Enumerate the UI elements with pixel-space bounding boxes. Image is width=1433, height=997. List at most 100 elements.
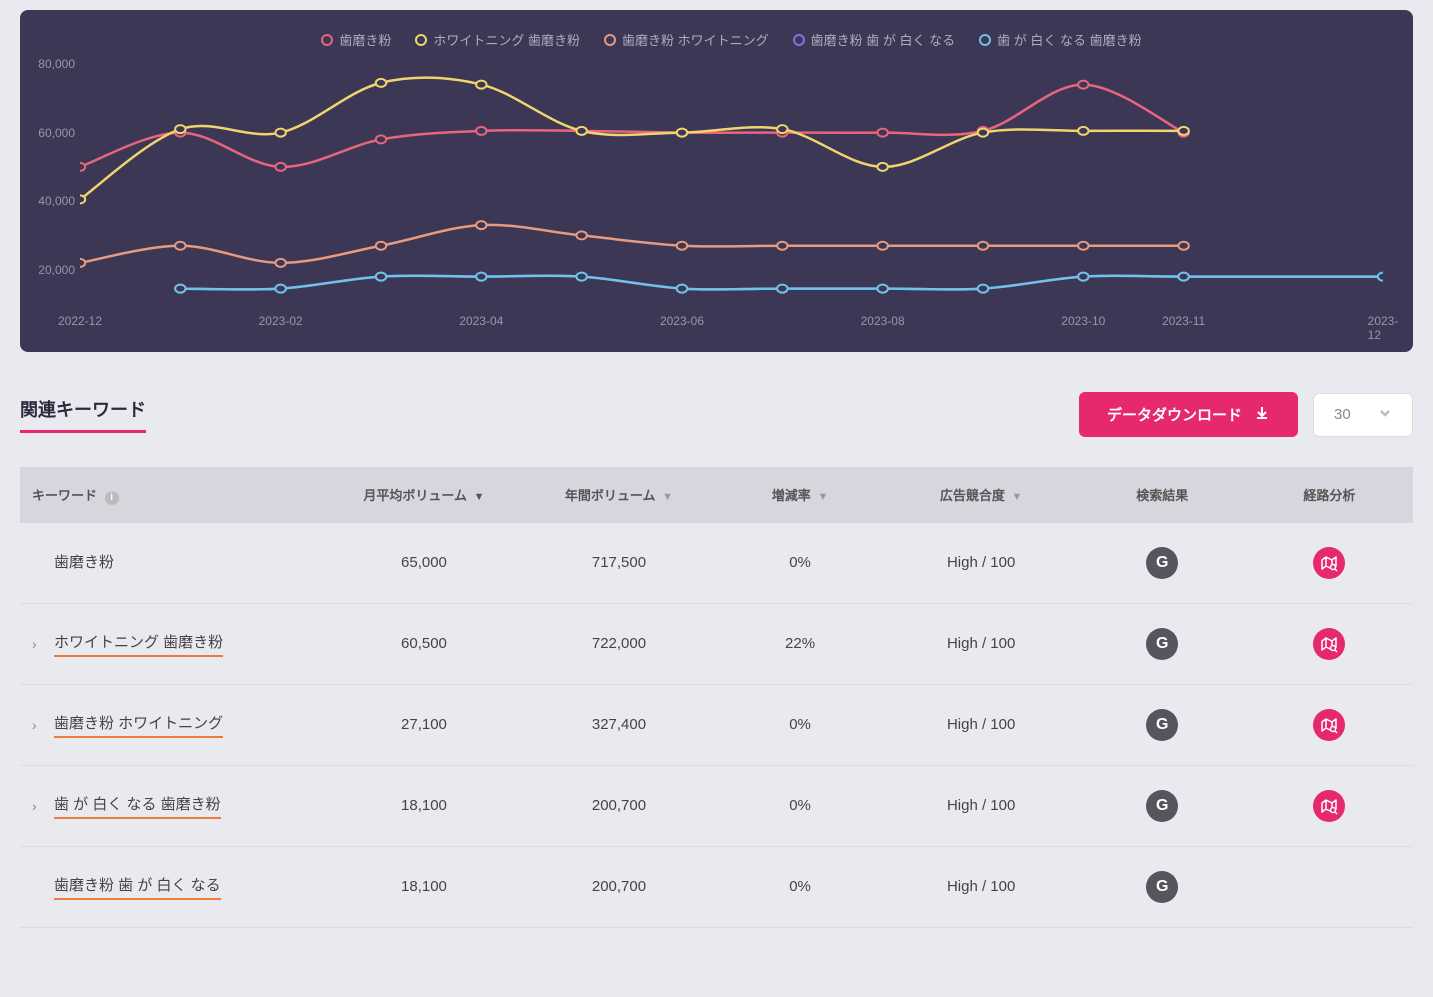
keyword-cell: › 歯 が 白く なる 歯磨き粉 bbox=[32, 793, 314, 819]
table-row: ›歯 が 白く なる 歯磨き粉18,100200,7000%High / 100… bbox=[20, 765, 1413, 846]
chart-line bbox=[80, 78, 1184, 200]
cell-competition: High / 100 bbox=[884, 523, 1079, 604]
chart-marker bbox=[978, 129, 988, 137]
table-wrapper: キーワード i 月平均ボリューム ▼ 年間ボリューム ▼ 増減率 ▼ 広告競合度 bbox=[0, 467, 1433, 928]
cell-competition: High / 100 bbox=[884, 765, 1079, 846]
x-axis-tick: 2023-10 bbox=[1061, 314, 1105, 328]
chart-marker bbox=[1078, 242, 1088, 250]
cell-competition: High / 100 bbox=[884, 684, 1079, 765]
chart-marker bbox=[677, 129, 687, 137]
chart-marker bbox=[80, 163, 85, 171]
cell-annual-volume: 717,500 bbox=[521, 523, 716, 604]
col-keyword[interactable]: キーワード i bbox=[20, 467, 326, 523]
y-axis-tick: 40,000 bbox=[38, 194, 75, 208]
legend-marker bbox=[793, 34, 805, 46]
sort-desc-icon: ▼ bbox=[474, 491, 485, 503]
expand-icon[interactable]: › bbox=[32, 636, 46, 652]
chart-marker bbox=[1178, 273, 1188, 281]
legend-item[interactable]: ホワイトニング 歯磨き粉 bbox=[415, 30, 580, 49]
col-route-analysis: 経路分析 bbox=[1246, 467, 1413, 523]
keyword-cell: 歯磨き粉 歯 が 白く なる bbox=[32, 874, 314, 900]
chart-marker bbox=[576, 231, 586, 239]
google-search-icon[interactable]: G bbox=[1146, 871, 1178, 903]
col-change-rate[interactable]: 増減率 ▼ bbox=[716, 467, 883, 523]
table-row: ›ホワイトニング 歯磨き粉60,500722,00022%High / 100G bbox=[20, 603, 1413, 684]
google-search-icon[interactable]: G bbox=[1146, 547, 1178, 579]
keyword-text[interactable]: 歯 が 白く なる 歯磨き粉 bbox=[54, 793, 221, 819]
legend-item[interactable]: 歯磨き粉 ホワイトニング bbox=[604, 30, 769, 49]
legend-item[interactable]: 歯 が 白く なる 歯磨き粉 bbox=[979, 30, 1141, 49]
info-icon: i bbox=[105, 491, 119, 505]
google-search-icon[interactable]: G bbox=[1146, 790, 1178, 822]
cell-monthly-volume: 65,000 bbox=[326, 523, 521, 604]
x-axis-tick: 2022-12 bbox=[58, 314, 102, 328]
chart-marker bbox=[677, 242, 687, 250]
sort-icon: ▼ bbox=[817, 491, 828, 503]
cell-change-rate: 22% bbox=[716, 603, 883, 684]
keyword-text[interactable]: 歯磨き粉 bbox=[54, 551, 114, 575]
chart-marker bbox=[175, 242, 185, 250]
expand-icon[interactable]: › bbox=[32, 798, 46, 814]
page-size-select[interactable]: 30 bbox=[1313, 393, 1413, 437]
chart-marker bbox=[677, 285, 687, 293]
chart-x-axis: 2022-122023-022023-042023-062023-082023-… bbox=[80, 314, 1383, 332]
chart-marker bbox=[877, 242, 887, 250]
cell-monthly-volume: 18,100 bbox=[326, 765, 521, 846]
chart-marker bbox=[877, 163, 887, 171]
y-axis-tick: 60,000 bbox=[38, 126, 75, 140]
chart-marker bbox=[777, 242, 787, 250]
route-analysis-icon[interactable] bbox=[1313, 790, 1345, 822]
col-monthly-volume[interactable]: 月平均ボリューム ▼ bbox=[326, 467, 521, 523]
keyword-text[interactable]: 歯磨き粉 ホワイトニング bbox=[54, 712, 223, 738]
x-axis-tick: 2023-12 bbox=[1368, 314, 1399, 342]
chart-marker bbox=[777, 125, 787, 133]
cell-annual-volume: 200,700 bbox=[521, 846, 716, 927]
table-row: 歯磨き粉 65,000717,5000%High / 100 G bbox=[20, 523, 1413, 604]
y-axis-tick: 80,000 bbox=[38, 57, 75, 71]
col-annual-volume[interactable]: 年間ボリューム ▼ bbox=[521, 467, 716, 523]
chart-marker bbox=[275, 259, 285, 267]
chart-marker bbox=[476, 127, 486, 135]
google-search-icon[interactable]: G bbox=[1146, 628, 1178, 660]
chart-marker bbox=[978, 285, 988, 293]
legend-item[interactable]: 歯磨き粉 歯 が 白く なる bbox=[793, 30, 955, 49]
chart-marker bbox=[275, 129, 285, 137]
chart-legend: 歯磨き粉 ホワイトニング 歯磨き粉 歯磨き粉 ホワイトニング 歯磨き粉 歯 が 白く … bbox=[80, 30, 1383, 49]
chart-marker bbox=[476, 81, 486, 89]
keyword-text[interactable]: 歯磨き粉 歯 が 白く なる bbox=[54, 874, 221, 900]
cell-change-rate: 0% bbox=[716, 523, 883, 604]
keyword-text[interactable]: ホワイトニング 歯磨き粉 bbox=[54, 631, 223, 657]
download-button[interactable]: データダウンロード bbox=[1079, 392, 1298, 437]
cell-competition: High / 100 bbox=[884, 846, 1079, 927]
route-analysis-icon[interactable] bbox=[1313, 547, 1345, 579]
keyword-cell: › ホワイトニング 歯磨き粉 bbox=[32, 631, 314, 657]
legend-label: ホワイトニング 歯磨き粉 bbox=[433, 30, 580, 49]
chart-marker bbox=[576, 273, 586, 281]
legend-marker bbox=[415, 34, 427, 46]
chart-marker bbox=[978, 242, 988, 250]
chart-marker bbox=[1078, 127, 1088, 135]
col-competition[interactable]: 広告競合度 ▼ bbox=[884, 467, 1079, 523]
table-row: ›歯磨き粉 ホワイトニング27,100327,4000%High / 100G bbox=[20, 684, 1413, 765]
sort-icon: ▼ bbox=[662, 491, 673, 503]
route-analysis-icon[interactable] bbox=[1313, 628, 1345, 660]
chart-marker bbox=[576, 127, 586, 135]
chart-marker bbox=[1078, 81, 1088, 89]
chart-marker bbox=[476, 221, 486, 229]
cell-monthly-volume: 27,100 bbox=[326, 684, 521, 765]
chart-marker bbox=[877, 285, 887, 293]
legend-item[interactable]: 歯磨き粉 bbox=[321, 30, 391, 49]
cell-annual-volume: 722,000 bbox=[521, 603, 716, 684]
chart-marker bbox=[80, 259, 85, 267]
chart-marker bbox=[275, 285, 285, 293]
chart-marker bbox=[1178, 242, 1188, 250]
x-axis-tick: 2023-11 bbox=[1162, 314, 1205, 328]
expand-icon[interactable]: › bbox=[32, 717, 46, 733]
google-search-icon[interactable]: G bbox=[1146, 709, 1178, 741]
keyword-cell: › 歯磨き粉 ホワイトニング bbox=[32, 712, 314, 738]
chart-line bbox=[80, 85, 1184, 167]
sort-icon: ▼ bbox=[1012, 491, 1023, 503]
route-analysis-icon[interactable] bbox=[1313, 709, 1345, 741]
chart-marker bbox=[1078, 273, 1088, 281]
table-header: キーワード i 月平均ボリューム ▼ 年間ボリューム ▼ 増減率 ▼ 広告競合度 bbox=[20, 467, 1413, 523]
